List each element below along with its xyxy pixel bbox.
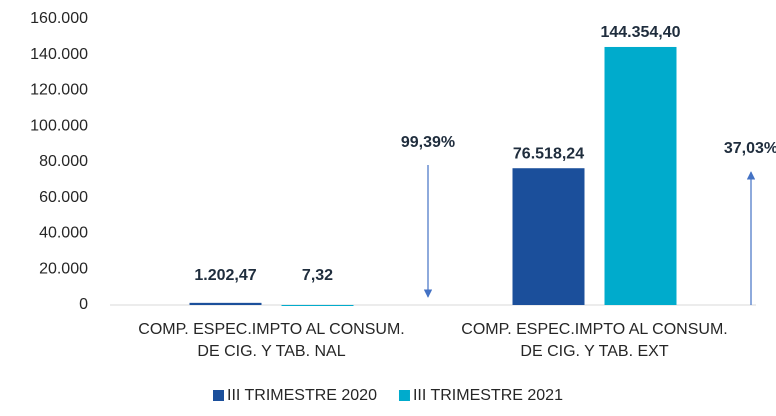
y-tick-label: 20.000 xyxy=(39,260,88,277)
bar xyxy=(604,46,677,305)
y-tick-label: 120.000 xyxy=(30,82,88,99)
y-tick-label: 60.000 xyxy=(39,189,88,206)
y-tick-label: 80.000 xyxy=(39,153,88,170)
y-tick-label: 100.000 xyxy=(30,117,88,134)
value-label: 1.202,47 xyxy=(194,267,256,284)
legend-label: III TRIMESTRE 2021 xyxy=(413,387,563,404)
value-label: 144.354,40 xyxy=(600,24,680,41)
annotation: 37,03% xyxy=(724,140,776,157)
value-label: 76.518,24 xyxy=(513,145,584,162)
x-tick-label: COMP. ESPEC.IMPTO AL CONSUM. xyxy=(461,321,727,338)
y-tick-label: 40.000 xyxy=(39,225,88,242)
legend-swatch xyxy=(398,390,410,401)
y-tick-label: 0 xyxy=(79,296,88,313)
annotation: 99,39% xyxy=(401,134,455,151)
bar xyxy=(281,304,354,306)
y-tick-label: 160.000 xyxy=(30,10,88,27)
x-tick-label: COMP. ESPEC.IMPTO AL CONSUM. xyxy=(138,321,404,338)
legend-swatch xyxy=(213,390,224,401)
legend-label: III TRIMESTRE 2020 xyxy=(227,387,377,404)
bar xyxy=(189,302,262,305)
value-label: 7,32 xyxy=(302,267,333,284)
x-tick-label: DE CIG. Y TAB. EXT xyxy=(520,343,668,360)
bar xyxy=(512,168,585,305)
x-tick-label: DE CIG. Y TAB. NAL xyxy=(197,343,345,360)
y-tick-label: 140.000 xyxy=(30,46,88,63)
